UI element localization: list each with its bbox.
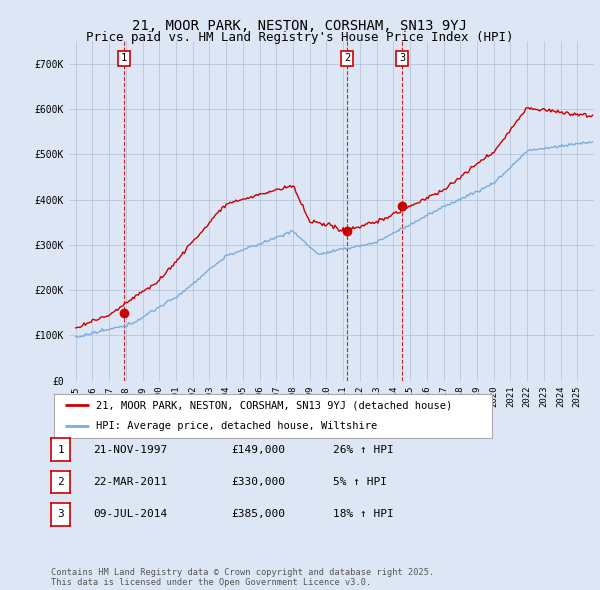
Text: 3: 3 xyxy=(57,510,64,519)
Text: 21-NOV-1997: 21-NOV-1997 xyxy=(93,445,167,454)
Text: 09-JUL-2014: 09-JUL-2014 xyxy=(93,510,167,519)
Text: 1: 1 xyxy=(57,445,64,454)
Text: 2: 2 xyxy=(344,53,350,63)
Text: £330,000: £330,000 xyxy=(231,477,285,487)
Text: 21, MOOR PARK, NESTON, CORSHAM, SN13 9YJ (detached house): 21, MOOR PARK, NESTON, CORSHAM, SN13 9YJ… xyxy=(95,401,452,411)
Text: 2: 2 xyxy=(57,477,64,487)
Text: 22-MAR-2011: 22-MAR-2011 xyxy=(93,477,167,487)
Text: 5% ↑ HPI: 5% ↑ HPI xyxy=(333,477,387,487)
Text: 26% ↑ HPI: 26% ↑ HPI xyxy=(333,445,394,454)
Text: 3: 3 xyxy=(399,53,405,63)
Text: Price paid vs. HM Land Registry's House Price Index (HPI): Price paid vs. HM Land Registry's House … xyxy=(86,31,514,44)
Text: 1: 1 xyxy=(121,53,127,63)
Text: 18% ↑ HPI: 18% ↑ HPI xyxy=(333,510,394,519)
Text: £385,000: £385,000 xyxy=(231,510,285,519)
Text: 21, MOOR PARK, NESTON, CORSHAM, SN13 9YJ: 21, MOOR PARK, NESTON, CORSHAM, SN13 9YJ xyxy=(133,19,467,33)
Text: £149,000: £149,000 xyxy=(231,445,285,454)
Text: HPI: Average price, detached house, Wiltshire: HPI: Average price, detached house, Wilt… xyxy=(95,421,377,431)
Text: Contains HM Land Registry data © Crown copyright and database right 2025.
This d: Contains HM Land Registry data © Crown c… xyxy=(51,568,434,587)
